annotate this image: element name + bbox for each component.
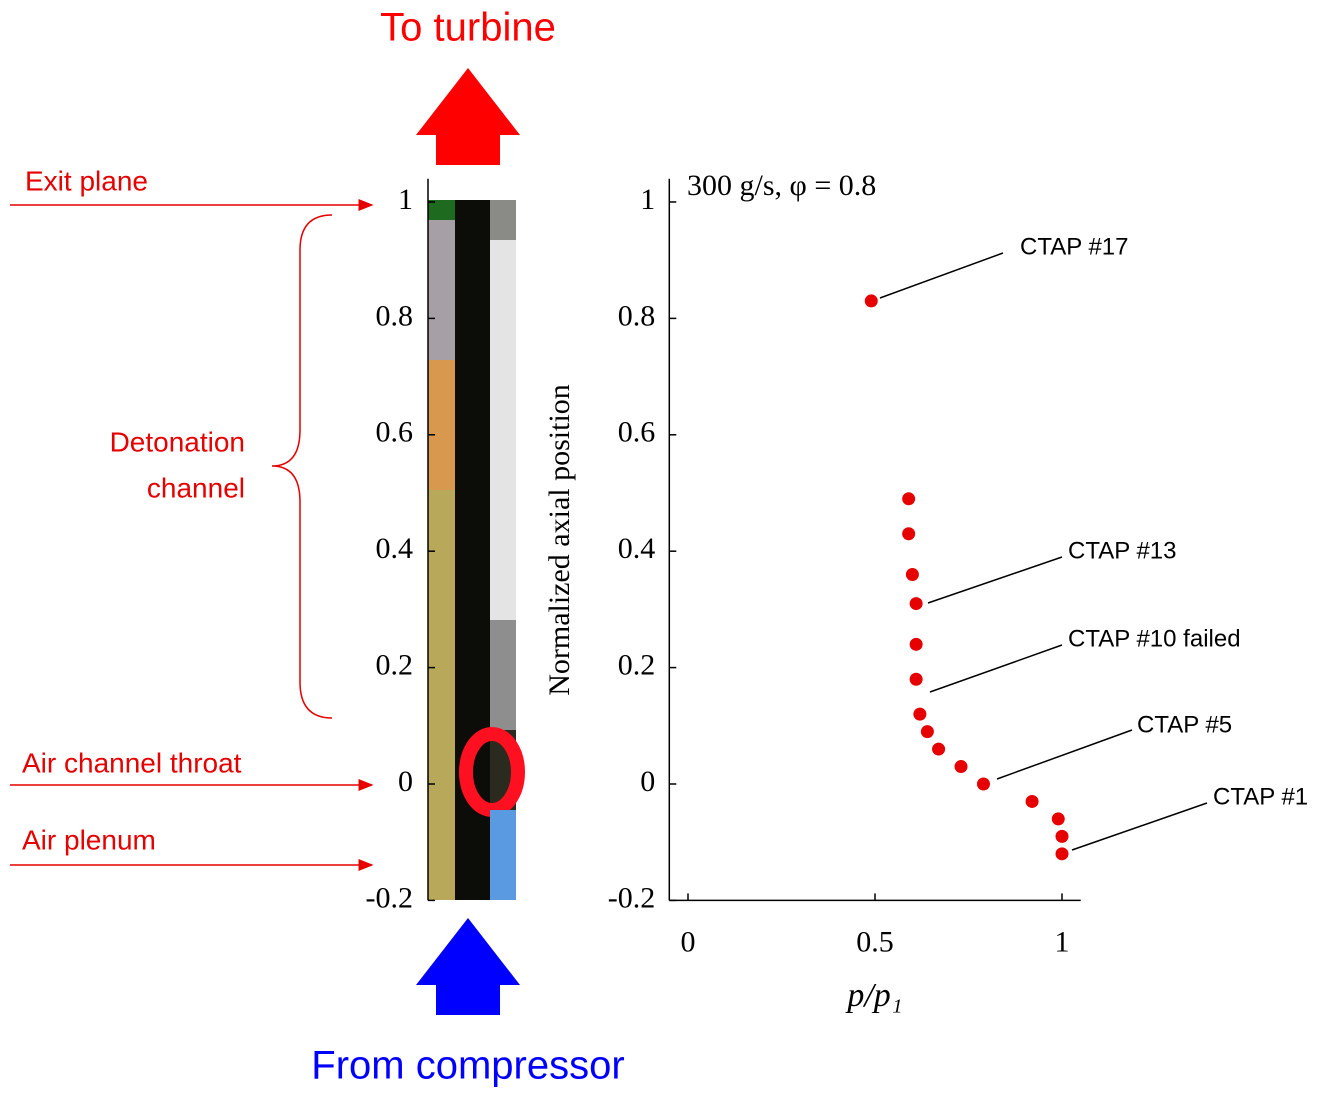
region-label: channel	[147, 472, 245, 503]
x-axis-label: p/p₁	[845, 977, 902, 1014]
data-point	[864, 294, 878, 308]
annotation: CTAP #1	[1213, 783, 1308, 810]
leader-line	[1071, 802, 1208, 851]
y-tick-label: 1	[640, 183, 655, 216]
x-tick-label: 0.5	[856, 925, 894, 958]
y-tick-label: 0.2	[618, 648, 656, 681]
y-tick-label: -0.2	[366, 881, 414, 914]
data-point	[1051, 812, 1065, 826]
data-point	[913, 707, 927, 721]
data-point	[1055, 829, 1069, 843]
region-label: Detonation	[110, 426, 245, 457]
data-point	[909, 637, 923, 651]
data-point	[932, 742, 946, 756]
y-tick-label: 1	[398, 183, 413, 216]
leader-line	[996, 729, 1133, 780]
data-point	[905, 567, 919, 581]
y-tick-label: 0.4	[376, 532, 414, 565]
data-point	[902, 527, 916, 541]
leader-line	[929, 644, 1063, 693]
y-tick-label: 0.6	[376, 416, 414, 449]
region-label: Exit plane	[25, 165, 148, 196]
data-point	[902, 492, 916, 506]
y-tick-label: 0	[640, 765, 655, 798]
data-point	[1025, 794, 1039, 808]
y-tick-label: 0.6	[618, 416, 656, 449]
annotation: CTAP #13	[1068, 537, 1177, 564]
y-tick-label: 0.8	[618, 299, 656, 332]
annotation: CTAP #10 failed	[1068, 625, 1241, 652]
data-point	[909, 597, 923, 611]
leader-line	[879, 252, 1004, 299]
leader-line	[927, 556, 1063, 604]
y-tick-label: 0.8	[376, 299, 414, 332]
photo-strip	[428, 200, 525, 900]
region-label: Air plenum	[22, 824, 156, 855]
brace	[271, 214, 333, 719]
annotation: CTAP #5	[1137, 711, 1232, 738]
region-label: Air channel throat	[22, 747, 242, 778]
y-tick-label: -0.2	[608, 881, 656, 914]
x-tick-label: 1	[1055, 925, 1070, 958]
outflow-label: To turbine	[380, 6, 556, 50]
x-tick-label: 0	[681, 925, 696, 958]
outflow-arrow	[416, 68, 520, 165]
inflow-arrow	[416, 918, 520, 1015]
data-point	[976, 777, 990, 791]
y-axis-label: Normalized axial position	[543, 384, 576, 696]
data-point	[909, 672, 923, 686]
y-tick-label: 0.4	[618, 532, 656, 565]
data-point	[954, 760, 968, 774]
chart-title: 300 g/s, φ = 0.8	[687, 169, 876, 202]
data-point	[920, 725, 934, 739]
data-point	[1055, 847, 1069, 861]
y-tick-label: 0	[398, 765, 413, 798]
annotation: CTAP #17	[1020, 233, 1129, 260]
y-tick-label: 0.2	[376, 648, 414, 681]
inflow-label: From compressor	[311, 1044, 624, 1088]
